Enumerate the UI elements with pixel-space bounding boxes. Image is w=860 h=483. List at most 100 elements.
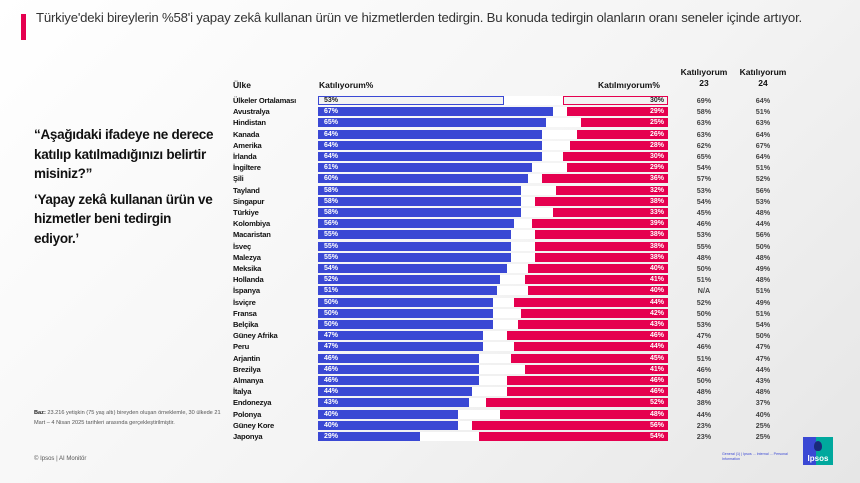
statement-text: ‘Yapay zekâ kullanan ürün ve hizmetler b… <box>34 191 213 246</box>
country-label: Güney Kore <box>233 420 275 430</box>
agree-value-label: 60% <box>324 175 339 183</box>
agree-value-label: 67% <box>324 108 339 116</box>
agree-2023-value: 53% <box>696 230 712 240</box>
header-col-24-line2: 24 <box>758 78 768 88</box>
agree-2024-value: 52% <box>755 174 771 184</box>
chart-row: Singapur 58% 38% 54% 53% <box>0 196 860 207</box>
bar-disagree <box>507 376 668 385</box>
agree-value-label: 40% <box>324 410 339 418</box>
agree-2024-value: 37% <box>755 398 771 408</box>
chart-row: Malezya 55% 38% 48% 48% <box>0 252 860 263</box>
agree-2023-value: 65% <box>696 152 712 161</box>
chart-row: Almanya 46% 46% 50% 43% <box>0 375 860 386</box>
bar-agree <box>318 387 472 397</box>
bar-disagree <box>535 196 668 206</box>
header-agree: Katılıyorum% <box>319 80 374 90</box>
bar-neutral <box>500 275 525 285</box>
bar-neutral <box>510 252 535 262</box>
country-label: Şili <box>233 174 244 184</box>
bar-neutral <box>482 331 507 341</box>
agree-2023-value: 55% <box>696 241 712 251</box>
country-label: Güney Afrika <box>233 331 278 341</box>
bar-neutral <box>510 230 535 240</box>
bar-disagree <box>510 353 668 363</box>
agree-value-label: 46% <box>324 365 339 373</box>
country-label: Japonya <box>233 432 263 441</box>
agree-value-label: 50% <box>324 298 339 306</box>
agree-2023-value: 48% <box>696 252 712 262</box>
bar-neutral <box>458 420 472 430</box>
agree-2024-value: 51% <box>755 107 771 117</box>
country-label: İtalya <box>233 387 252 397</box>
disagree-value-label: 39% <box>649 220 664 228</box>
agree-2023-value: 46% <box>696 364 712 374</box>
bar-agree <box>318 196 521 206</box>
agree-2024-value: 50% <box>755 331 771 341</box>
disagree-value-label: 40% <box>649 287 664 295</box>
bar-agree <box>318 208 521 217</box>
disagree-value-label: 48% <box>649 410 664 418</box>
bar-disagree <box>528 264 668 273</box>
question-text: “Aşağıdaki ifadeye ne derece katılıp kat… <box>34 127 214 181</box>
bar-agree <box>318 241 511 251</box>
disagree-value-label: 29% <box>649 108 664 116</box>
agree-2024-value: 47% <box>755 353 771 363</box>
country-label: Peru <box>233 342 250 352</box>
agree-2024-value: 64% <box>755 152 771 161</box>
chart-row: İspanya 51% 40% N/A 51% <box>0 285 860 296</box>
agree-2023-value: N/A <box>697 286 711 296</box>
agree-2024-value: 44% <box>755 219 771 229</box>
chart-row: Belçika 50% 43% 53% 54% <box>0 319 860 330</box>
bar-disagree <box>500 409 668 419</box>
agree-2024-value: 48% <box>755 252 771 262</box>
bar-agree <box>318 376 479 385</box>
country-label: Hindistan <box>233 118 266 128</box>
agree-2023-value: 69% <box>696 96 712 105</box>
agree-2024-value: 48% <box>755 275 771 285</box>
chart-row: Meksika 54% 40% 50% 49% <box>0 263 860 274</box>
agree-2023-value: 46% <box>696 219 712 229</box>
chart-row: İngiltere 61% 29% 54% 51% <box>0 162 860 173</box>
agree-2024-value: 44% <box>755 364 771 374</box>
bar-disagree <box>535 230 668 240</box>
chart-row: Avustralya 67% 29% 58% 51% <box>0 106 860 117</box>
disagree-value-label: 52% <box>649 399 664 407</box>
bar-agree <box>318 163 532 173</box>
bar-neutral <box>468 398 486 408</box>
bar-neutral <box>521 208 553 217</box>
bar-agree <box>318 185 521 195</box>
disagree-value-label: 29% <box>649 164 664 172</box>
agree-value-label: 58% <box>324 209 339 216</box>
country-label: Avustralya <box>233 107 270 117</box>
chart-row: Macaristan 55% 38% 53% 56% <box>0 229 860 240</box>
bar-disagree <box>566 163 668 173</box>
agree-2024-value: 25% <box>755 432 771 441</box>
chart-row-average: Ülkeler Ortalaması 53% 30% 69% 64% <box>0 95 860 106</box>
bar-disagree <box>517 320 668 329</box>
bar-agree <box>318 420 458 430</box>
country-label: Türkiye <box>233 208 259 217</box>
bar-agree <box>318 342 483 352</box>
bar-disagree <box>566 107 668 117</box>
bar-agree <box>318 331 483 341</box>
bar-disagree <box>542 174 668 184</box>
agree-2024-value: 67% <box>755 140 771 150</box>
country-label: Meksika <box>233 264 262 273</box>
agree-2024-value: 51% <box>755 308 771 318</box>
agree-value-label: 50% <box>324 309 339 317</box>
country-label: Kanada <box>233 129 260 139</box>
agree-value-label: 55% <box>324 242 339 250</box>
bar-neutral <box>521 185 556 195</box>
bar-neutral <box>531 163 567 173</box>
country-label: Hollanda <box>233 275 264 285</box>
agree-2024-value: 49% <box>755 297 771 307</box>
bar-agree <box>318 152 542 161</box>
agree-value-label: 46% <box>324 377 339 384</box>
bar-disagree <box>507 387 668 397</box>
country-label: Polonya <box>233 409 262 419</box>
agree-2024-value: 54% <box>755 320 771 329</box>
disagree-value-label: 25% <box>649 119 664 127</box>
bar-agree <box>318 275 500 285</box>
bar-disagree <box>524 364 668 374</box>
copyright: © Ipsos | AI Monitör <box>34 456 87 462</box>
